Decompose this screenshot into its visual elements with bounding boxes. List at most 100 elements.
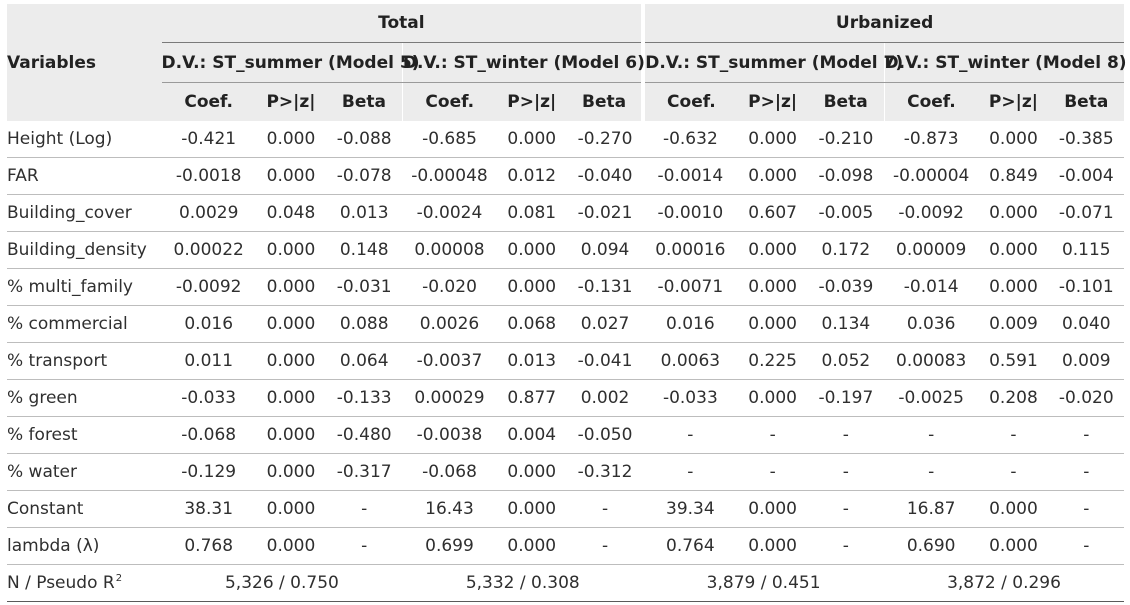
table-cell: -0.068: [402, 453, 497, 491]
table-row: % transport 0.011 0.000 0.064 -0.0037 0.013 -0…: [7, 342, 1124, 380]
row-label: Height (Log): [7, 121, 162, 158]
row-label: N / Pseudo R2: [7, 564, 162, 602]
table-cell: -: [807, 490, 884, 528]
row-label: % transport: [7, 342, 162, 380]
table-cell: 0.000: [978, 231, 1049, 269]
table-cell: -0.0038: [402, 416, 497, 454]
table-row: % forest -0.068 0.000 -0.480 -0.0038 0.004 -0.…: [7, 416, 1124, 454]
group-header-total: Total: [161, 4, 644, 43]
row-label: % multi_family: [7, 268, 162, 306]
table-cell: -: [1048, 490, 1124, 528]
table-cell: 0.00083: [884, 342, 979, 380]
table-cell: -0.873: [884, 121, 979, 158]
table-cell: 0.000: [496, 527, 567, 565]
table-cell: -0.210: [807, 121, 884, 158]
stat-header-coef: Coef.: [641, 82, 738, 121]
table-cell: -0.098: [807, 157, 884, 195]
table-cell: 0.013: [496, 342, 567, 380]
table-cell: 0.094: [566, 231, 644, 269]
stat-header-beta: Beta: [1048, 82, 1124, 121]
table-cell: 0.00022: [161, 231, 256, 269]
table-row: % commercial 0.016 0.000 0.088 0.0026 0.068 0.…: [7, 305, 1124, 343]
table-cell: 0.000: [737, 527, 808, 565]
stat-header-beta: Beta: [326, 82, 403, 121]
model-header-6: D.V.: ST_winter (Model 6): [401, 42, 645, 83]
row-label: lambda (λ): [7, 527, 162, 565]
table-cell: -0.031: [326, 268, 403, 306]
table-cell: 0.00016: [643, 231, 738, 269]
table-cell: -0.0010: [643, 194, 738, 232]
table-cell: 0.000: [496, 268, 567, 306]
table-cell: -: [978, 453, 1049, 491]
table-cell: -0.033: [161, 379, 256, 417]
table-cell: 0.000: [255, 527, 327, 565]
table-cell: 0.000: [496, 121, 567, 158]
table-row: Constant 38.31 0.000-16.43 0.000-39.34 0.000…: [7, 490, 1124, 528]
table-cell: -: [326, 527, 403, 565]
table-cell: 0.00009: [884, 231, 979, 269]
row-label: Building_density: [7, 231, 162, 269]
table-cell: -0.131: [566, 268, 644, 306]
table-cell: 0.088: [326, 305, 403, 343]
table-cell: 0.0063: [643, 342, 738, 380]
table-cell: -0.421: [161, 121, 256, 158]
table-cell: 16.87: [884, 490, 979, 528]
row-label: % forest: [7, 416, 162, 454]
table-cell: 38.31: [161, 490, 256, 528]
table-cell: 0.000: [255, 379, 327, 417]
table-cell: -0.0014: [643, 157, 738, 195]
table-cell: -0.0024: [402, 194, 497, 232]
table-cell: 0.0026: [402, 305, 497, 343]
table-cell: -0.0037: [402, 342, 497, 380]
table-cell: -0.317: [326, 453, 403, 491]
table-cell: 0.00029: [402, 379, 497, 417]
table-cell: -: [1048, 416, 1124, 454]
stat-header-beta: Beta: [566, 82, 644, 121]
table-cell: 0.000: [737, 490, 808, 528]
table-cell: 0.068: [496, 305, 567, 343]
table-cell: -0.270: [566, 121, 644, 158]
table-cell: -0.312: [566, 453, 644, 491]
header-row-stats: Coef. P>|z| Beta Coef. P>|z| Beta Coef. …: [7, 82, 1124, 121]
table-cell: -0.0092: [161, 268, 256, 306]
table-cell: 0.699: [402, 527, 497, 565]
table-cell: -0.014: [884, 268, 979, 306]
table-cell: -0.021: [566, 194, 644, 232]
table-row: Building_cover 0.0029 0.048 0.013 -0.0024 0.0…: [7, 194, 1124, 232]
regression-results-table: Variables Total Urbanized D.V.: ST_summe…: [7, 4, 1127, 602]
table-cell: 0.172: [807, 231, 884, 269]
table-cell: -0.005: [807, 194, 884, 232]
table-row: Height (Log) -0.421 0.000 -0.088 -0.685 0.000…: [7, 121, 1124, 158]
table-cell: 16.43: [402, 490, 497, 528]
table-cell: 0.000: [978, 490, 1049, 528]
table-cell: 0.081: [496, 194, 567, 232]
table-body: Height (Log) -0.421 0.000 -0.088 -0.685 0.000…: [7, 121, 1124, 565]
table-cell: 0.052: [807, 342, 884, 380]
table-cell: -: [1048, 453, 1124, 491]
table-cell: -0.078: [326, 157, 403, 195]
table-cell: -: [566, 527, 644, 565]
table-cell: -0.00048: [402, 157, 497, 195]
table-cell: -0.039: [807, 268, 884, 306]
table-cell: -0.197: [807, 379, 884, 417]
stat-header-coef: Coef.: [883, 82, 979, 121]
table-cell: 0.000: [255, 305, 327, 343]
table-cell: -: [807, 527, 884, 565]
table-cell: 0.000: [496, 453, 567, 491]
table-cell: -: [326, 490, 403, 528]
table-cell: 0.768: [161, 527, 256, 565]
table-cell: -: [737, 416, 808, 454]
fit-cell: 5,332 / 0.308: [402, 564, 644, 602]
table-cell: 0.009: [1048, 342, 1124, 380]
table-cell: -: [1048, 527, 1124, 565]
table-cell: -0.129: [161, 453, 256, 491]
table-cell: -0.033: [643, 379, 738, 417]
table-cell: 0.000: [496, 231, 567, 269]
row-label: Constant: [7, 490, 162, 528]
table-cell: -0.0018: [161, 157, 256, 195]
table-row: % green -0.033 0.000 -0.133 0.00029 0.877 0.00…: [7, 379, 1124, 417]
fit-label: N / Pseudo R: [7, 573, 115, 593]
table-cell: -0.088: [326, 121, 403, 158]
fit-cell: 3,879 / 0.451: [643, 564, 884, 602]
table-cell: 0.225: [737, 342, 808, 380]
